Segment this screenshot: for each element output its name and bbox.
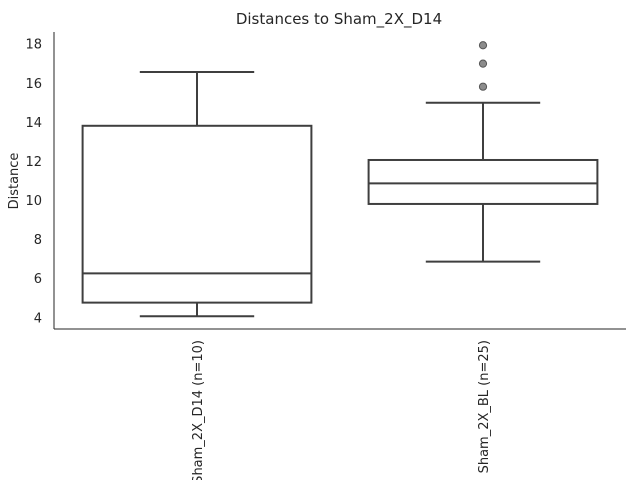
boxes-group [81, 41, 599, 318]
outlier-point [478, 82, 488, 91]
y-tick-label: 16 [25, 77, 42, 92]
y-tick-label: 18 [25, 38, 42, 53]
outlier-point [478, 59, 488, 68]
x-tick-label: Sham_2X_D14 (n=10) [191, 340, 206, 480]
box-group [367, 41, 599, 263]
y-axis-label: Distance [7, 153, 22, 210]
box-iqr [367, 158, 599, 205]
y-tick-label: 6 [34, 272, 42, 287]
box-group [81, 71, 313, 318]
box-iqr [81, 124, 313, 304]
y-tick-label: 14 [25, 116, 42, 131]
x-tick-label: Sham_2X_BL (n=25) [477, 340, 492, 473]
y-tick-label: 10 [25, 194, 42, 209]
x-axis-ticks: Sham_2X_D14 (n=10) Sham_2X_BL (n=25) [191, 340, 492, 480]
y-tick-label: 12 [25, 155, 42, 170]
y-axis-ticks: 4 6 8 10 12 14 16 18 [25, 38, 42, 327]
outlier-point [478, 41, 488, 50]
y-tick-label: 4 [34, 311, 42, 326]
y-tick-label: 8 [34, 233, 42, 248]
chart-title: Distances to Sham_2X_D14 [236, 10, 442, 29]
